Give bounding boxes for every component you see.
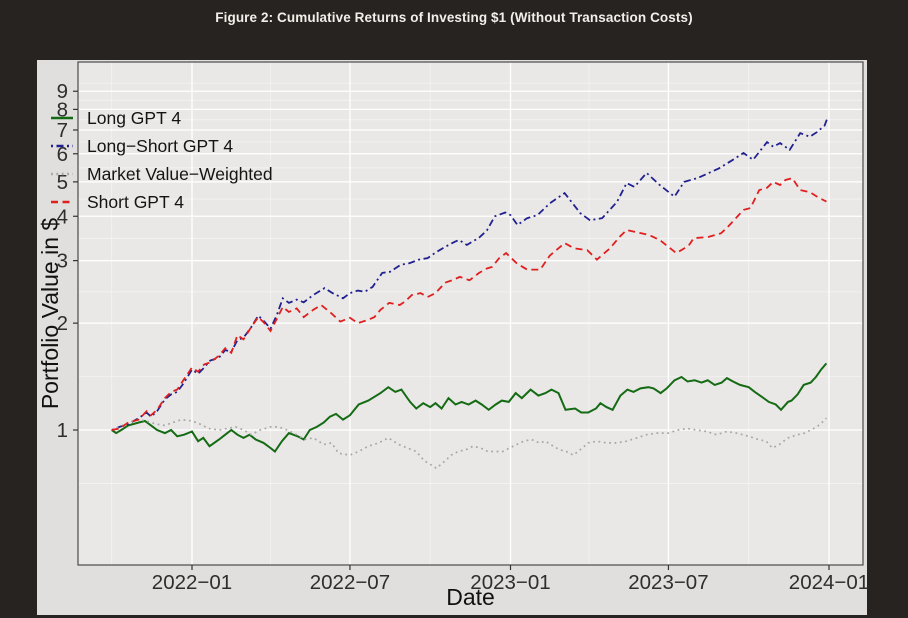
legend-swatch-dashed-line-icon xyxy=(51,200,73,204)
y-tick-label: 1 xyxy=(57,419,68,442)
axis-ticks xyxy=(73,90,830,570)
y-tick-label: 9 xyxy=(57,80,68,103)
legend-item-market-value-weighted: Market Value−Weighted xyxy=(49,160,273,188)
legend-swatch-dotdash-line-icon xyxy=(51,144,73,148)
legend-item-short-gpt4: Short GPT 4 xyxy=(49,188,273,216)
series-lines xyxy=(111,117,829,470)
figure-title: Figure 2: Cumulative Returns of Investin… xyxy=(215,10,693,25)
x-tick-label: 2023−07 xyxy=(628,571,708,594)
y-tick-label: 2 xyxy=(57,312,68,335)
y-tick-label: 8 xyxy=(57,98,68,121)
legend-label: Short GPT 4 xyxy=(87,191,184,212)
y-tick-label: 6 xyxy=(57,143,68,166)
x-tick-label: 2022−01 xyxy=(152,571,232,594)
legend-label: Long GPT 4 xyxy=(87,107,182,128)
y-tick-label: 7 xyxy=(57,119,68,142)
chart-legend: Long GPT 4 Long−Short GPT 4 Market Value… xyxy=(49,104,273,216)
grid-minor xyxy=(78,62,863,565)
line-market-value-weighted xyxy=(111,417,828,470)
y-tick-label: 3 xyxy=(57,250,68,273)
x-tick-label: 2023−01 xyxy=(470,571,550,594)
y-tick-label: 5 xyxy=(57,171,68,194)
y-tick-label: 4 xyxy=(57,205,68,228)
x-tick-label: 2022−07 xyxy=(310,571,390,594)
line-long-gpt-4 xyxy=(111,362,828,453)
legend-swatch-solid-line-icon xyxy=(51,116,73,120)
panel-border xyxy=(77,61,864,566)
legend-label: Market Value−Weighted xyxy=(87,163,273,184)
legend-item-long-short-gpt4: Long−Short GPT 4 xyxy=(49,132,273,160)
grid-major xyxy=(78,62,863,565)
x-tick-label: 2024−01 xyxy=(789,571,869,594)
x-axis-title: Date xyxy=(446,584,495,610)
line-long-short-gpt-4 xyxy=(111,117,829,431)
legend-item-long-gpt4: Long GPT 4 xyxy=(49,104,273,132)
y-axis-title: Portfolio Value in $ xyxy=(37,218,63,410)
legend-swatch-dotted-line-icon xyxy=(51,172,73,176)
legend-label: Long−Short GPT 4 xyxy=(87,135,234,156)
plot-panel xyxy=(78,62,863,565)
